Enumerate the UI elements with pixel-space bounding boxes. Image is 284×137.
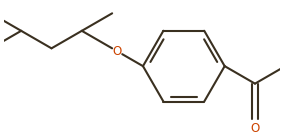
- Text: O: O: [250, 122, 260, 135]
- Text: O: O: [112, 45, 122, 58]
